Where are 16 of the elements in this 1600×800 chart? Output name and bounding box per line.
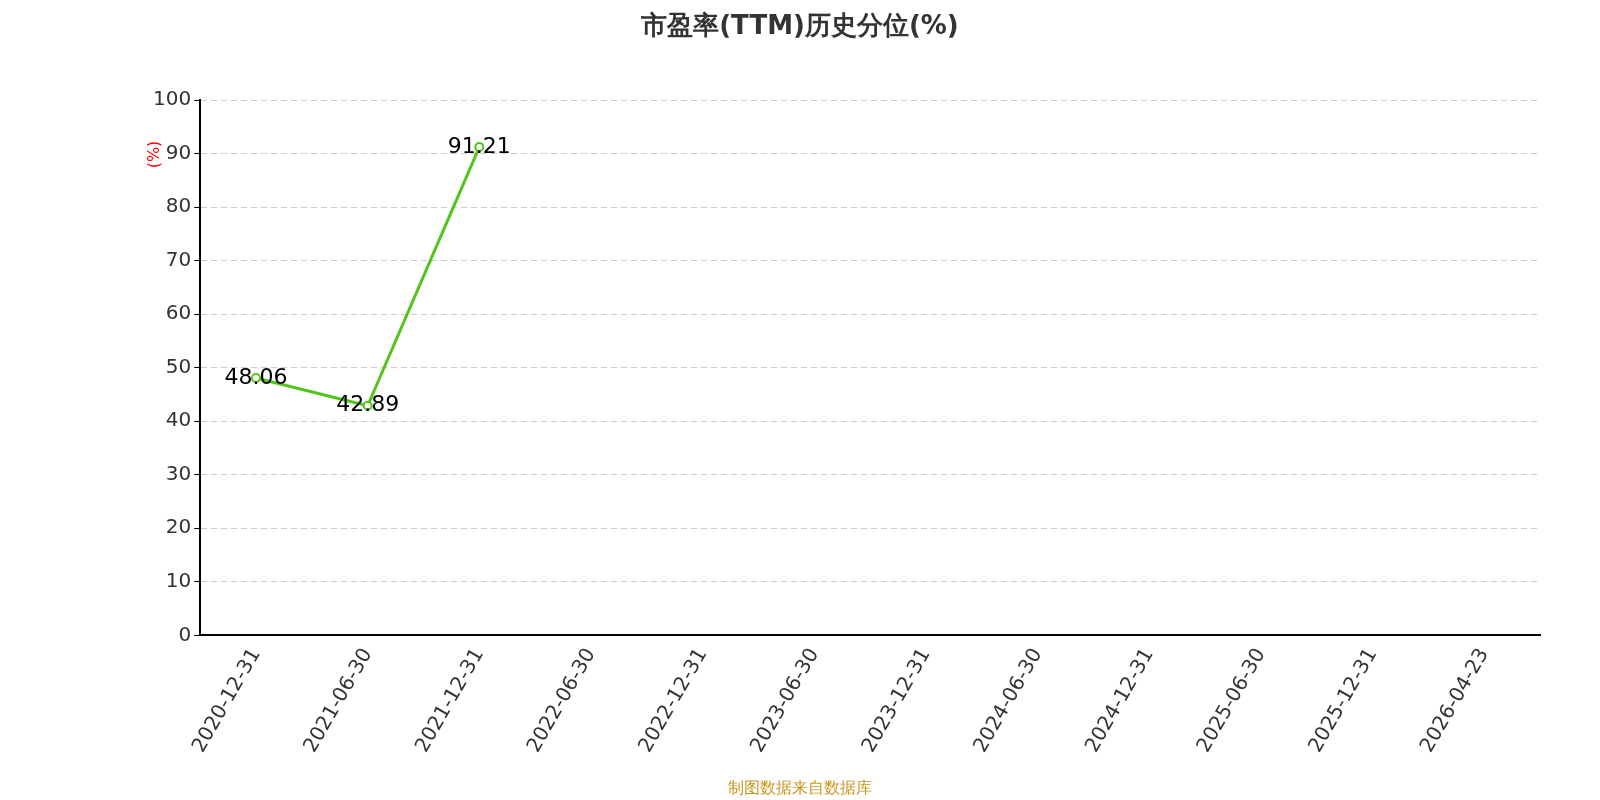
text: 制图数据来自数据库 — [727, 778, 873, 797]
y-tick-label: 90 — [165, 139, 192, 164]
data-label: 91.21 — [447, 132, 511, 158]
y-axis-title: (%) — [144, 140, 164, 169]
y-tick-label: 10 — [165, 568, 192, 593]
y-tick-label: 30 — [165, 460, 192, 485]
y-tick-label: 100 — [152, 86, 192, 111]
data-label: 48.06 — [224, 363, 288, 389]
y-tick-label: 70 — [165, 246, 192, 271]
y-tick-label: 20 — [165, 514, 192, 539]
y-tick-label: 0 — [178, 621, 192, 646]
y-tick-label: 50 — [165, 353, 192, 378]
y-tick-label: 80 — [165, 193, 192, 218]
y-tick-label: 60 — [165, 300, 192, 325]
y-tick-label: 40 — [165, 407, 192, 432]
chart-title: 市盈率(TTM)历史分位(%) — [640, 9, 960, 42]
